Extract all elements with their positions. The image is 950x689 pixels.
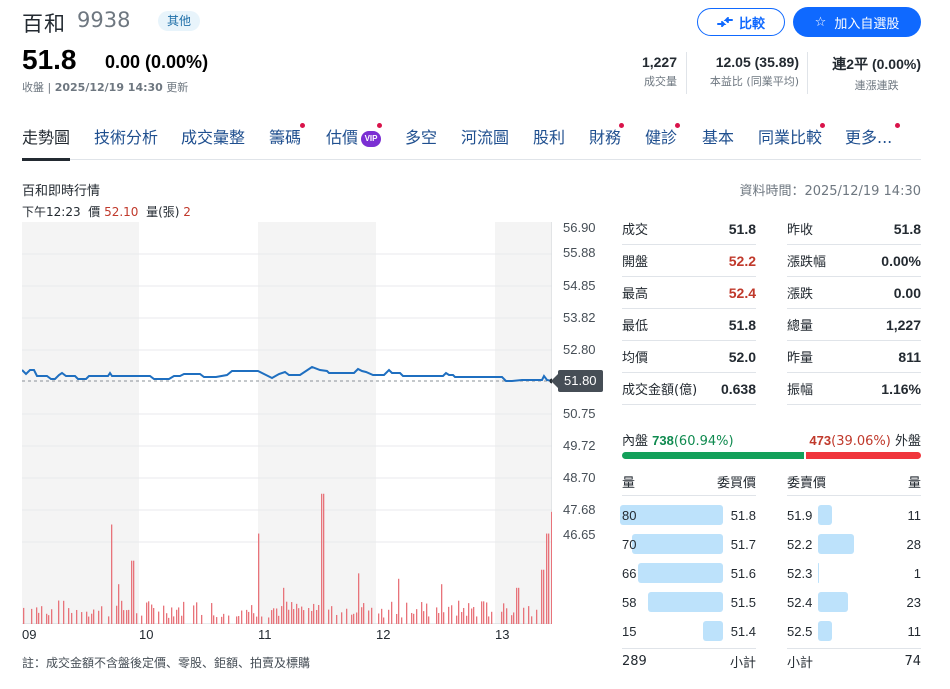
tab-financial[interactable]: 財務 [589,123,625,160]
bid-volume-bar [638,563,723,583]
inner-bar [622,452,805,459]
quote-row: 成交 51.8 [622,213,756,245]
x-tick: 10 [139,627,154,642]
y-tick: 52.80 [563,342,596,357]
y-tick: 56.90 [563,220,596,235]
hover-info: 下午12:23 價 52.10 量(張) 2 [22,205,191,219]
stat-volume: 1,227 成交量 [641,54,677,88]
stock-code: 9938 [77,8,131,32]
category-tag[interactable]: 其他 [158,11,201,31]
quote-row: 成交金額(億) 0.638 [622,373,756,405]
star-icon: ☆ [814,14,827,30]
quote-table-left: 成交 51.8 開盤 52.2 最高 52.4 最低 51.8 均價 52.0 成交金額(… [622,213,756,405]
bid-row: 70 51.7 [622,533,756,555]
y-tick: 47.68 [563,502,596,517]
notification-dot [820,123,826,128]
divider [807,52,808,94]
ask-row: 52.4 23 [787,591,921,613]
bid-subtotal: 289 小計 [622,648,756,674]
y-tick: 48.70 [563,470,596,485]
compare-button[interactable]: 比較 [697,8,785,36]
bid-header: 量委買價 [622,472,756,496]
y-tick: 54.85 [563,278,596,293]
tab-river-chart[interactable]: 河流圖 [461,128,510,147]
ask-volume-bar [818,534,854,554]
inner-outer-bar [622,452,921,459]
outer-bar [806,452,921,459]
bid-row: 66 51.6 [622,562,756,584]
tab-health[interactable]: 健診 [645,123,681,160]
stock-name: 百和 [22,12,66,36]
tab-more[interactable]: 更多... [845,123,901,160]
ask-subtotal: 小計 74 [787,648,921,674]
divider [686,52,687,94]
current-price: 51.8 [22,44,77,75]
x-tick: 09 [22,627,37,642]
y-tick: 53.82 [563,310,596,325]
ask-volume-bar [818,563,819,583]
stat-streak: 連2平 (0.00%) 連漲連跌 [832,56,921,92]
y-tick: 46.65 [563,527,596,542]
ask-header: 委賣價量 [787,472,921,496]
compare-arrows-icon [716,17,733,27]
footnote: 註：成交金額不含盤後定價、零股、鉅額、拍賣及標購 [22,656,311,670]
intraday-chart[interactable] [22,222,552,624]
vip-badge-icon: VIP [361,130,382,147]
tab-dividend[interactable]: 股利 [533,128,566,147]
add-watchlist-button[interactable]: ☆ 加入自選股 [793,7,921,37]
tab-trade-summary[interactable]: 成交彙整 [181,128,246,147]
stat-pe: 12.05 (35.89) 本益比 (同業平均) [709,54,799,88]
notification-dot [675,123,681,128]
notification-dot [300,123,306,128]
data-time: 資料時間：2025/12/19 14:30 [739,184,921,199]
ask-row: 52.2 28 [787,533,921,555]
bid-volume-bar [703,621,723,641]
bid-volume-bar [620,505,723,525]
ask-volume-bar [818,592,848,612]
quote-row: 漲跌 0.00 [787,277,921,309]
bid-row: 80 51.8 [620,504,756,526]
quote-row: 最高 52.4 [622,277,756,309]
bid-volume-bar [632,534,723,554]
quote-row: 最低 51.8 [622,309,756,341]
quote-row: 總量 1,227 [787,309,921,341]
tab-basic[interactable]: 基本 [702,128,735,147]
tab-trend[interactable]: 走勢圖 [22,126,71,161]
tab-long-short[interactable]: 多空 [405,128,438,147]
notification-dot [377,123,383,128]
x-tick: 13 [495,627,510,642]
section-title: 百和即時行情 [22,184,101,199]
tab-peer-compare[interactable]: 同業比較 [758,123,826,160]
quote-row: 振幅 1.16% [787,373,921,405]
bid-volume-bar [648,592,723,612]
bid-row: 58 51.5 [622,591,756,613]
tab-technical[interactable]: 技術分析 [94,128,159,147]
price-change: 0.00 (0.00%) [105,52,209,72]
quote-row: 開盤 52.2 [622,245,756,277]
bid-row: 15 51.4 [622,620,756,642]
ask-row: 51.9 11 [787,504,921,526]
quote-row: 漲跌幅 0.00% [787,245,921,277]
ask-volume-bar [818,621,832,641]
y-tick: 50.75 [563,406,596,421]
y-tick: 55.88 [563,245,596,260]
tab-bar: 走勢圖 技術分析 成交彙整 籌碼 估價 VIP 多空 河流圖 股利 財務 健診 基… [22,123,921,161]
ask-row: 52.3 1 [787,562,921,584]
quote-row: 昨量 811 [787,341,921,373]
notification-dot [895,123,901,128]
ask-row: 52.5 11 [787,620,921,642]
notification-dot [619,123,625,128]
quote-row: 昨收 51.8 [787,213,921,245]
x-tick: 11 [258,627,272,642]
ask-volume-bar [818,505,832,525]
tab-valuation[interactable]: 估價 VIP [326,123,383,160]
last-price-tag: 51.80 [551,370,603,392]
update-time: 收盤 | 2025/12/19 14:30 更新 [22,81,189,94]
quote-table-right: 昨收 51.8 漲跌幅 0.00% 漲跌 0.00 總量 1,227 昨量 811 振幅 1… [787,213,921,405]
inner-outer-volume: 內盤 738(60.94%) 473(39.06%) 外盤 [622,433,921,449]
x-tick: 12 [376,627,391,642]
quote-row: 均價 52.0 [622,341,756,373]
y-tick: 49.72 [563,438,596,453]
tab-chips[interactable]: 籌碼 [269,123,306,160]
